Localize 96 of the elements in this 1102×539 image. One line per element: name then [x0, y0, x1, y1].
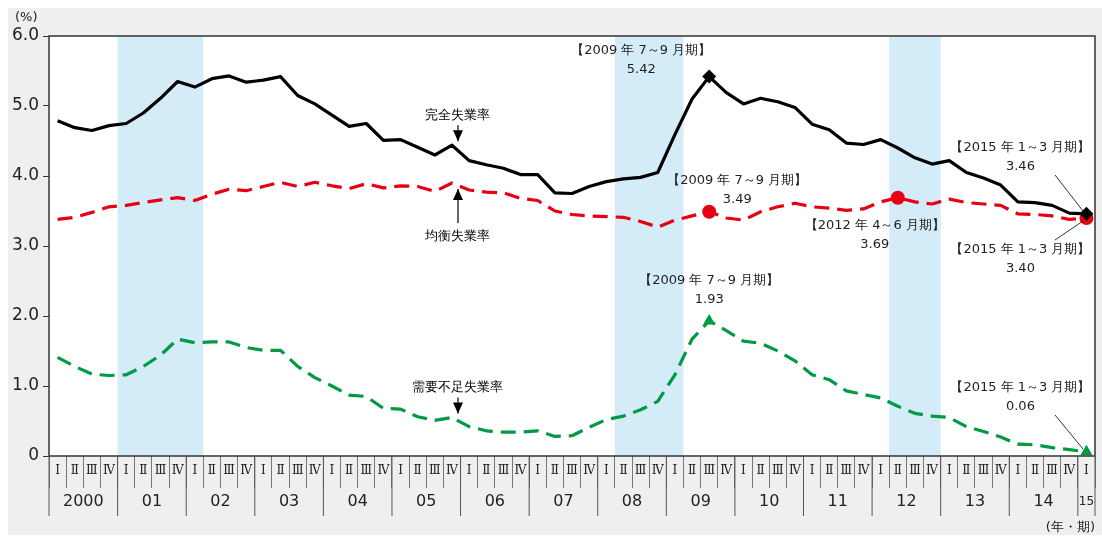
x-tick-label: Ⅱ	[687, 463, 697, 478]
x-tick-label: Ⅲ	[154, 463, 167, 478]
series-label: 需要不足失業率	[412, 378, 504, 394]
annotation: 【2015 年 1～3 月期】 3.46	[950, 139, 1091, 174]
x-tick-label: Ⅳ	[377, 463, 391, 478]
x-tick-label: Ⅱ	[276, 463, 285, 478]
y-axis-title: (%)	[15, 9, 38, 25]
text: 02	[210, 491, 231, 511]
x-tick-label: Ⅳ	[788, 463, 802, 478]
y-tick-label: 4.0	[11, 164, 40, 185]
x-tick-label: Ⅳ	[994, 463, 1008, 478]
x-tick-label: Ⅰ	[878, 463, 884, 478]
x-tick-label: Ⅰ	[466, 463, 472, 478]
x-tick-label: Ⅱ	[619, 463, 628, 478]
text: 05	[416, 491, 437, 511]
x-tick-label: Ⅱ	[482, 463, 491, 478]
x-tick-label: Ⅰ	[192, 463, 198, 478]
x-tick-label: Ⅲ	[566, 463, 578, 478]
annotation: 【2009 年 7～9 月期】 1.93	[639, 272, 780, 307]
text: 06	[484, 491, 506, 511]
x-tick-label: Ⅰ	[946, 463, 952, 478]
x-tick-label: Ⅳ	[857, 463, 871, 478]
text: 15	[1078, 494, 1095, 509]
x-tick-label: Ⅳ	[720, 463, 734, 478]
text: 完全失業率	[425, 106, 491, 122]
x-tick-label: Ⅰ	[809, 463, 815, 478]
y-tick-label: 6.0	[11, 24, 40, 45]
annotation: 【2012 年 4～6 月期】 3.69	[804, 217, 945, 252]
x-tick-label: Ⅰ	[261, 463, 266, 478]
x-tick-label: Ⅳ	[514, 463, 528, 478]
x-tick-label: Ⅲ	[840, 463, 853, 478]
x-tick-label: Ⅰ	[741, 463, 747, 478]
x-tick-label: Ⅳ	[651, 463, 665, 478]
text: 07	[553, 491, 574, 511]
x-tick-label: Ⅲ	[977, 463, 990, 478]
x-tick-label: Ⅳ	[171, 463, 185, 478]
x-tick-label: Ⅱ	[962, 463, 971, 478]
x-tick-label: Ⅰ	[1084, 463, 1090, 478]
x-tick-label: Ⅰ	[672, 463, 678, 478]
x-tick-label: Ⅰ	[123, 463, 129, 478]
y-tick-label: 5.0	[11, 94, 40, 115]
text: 10	[759, 491, 780, 511]
text: 2000	[62, 491, 104, 511]
y-tick-label: 0	[28, 444, 40, 465]
x-tick-label: Ⅰ	[1015, 463, 1021, 478]
x-tick-label: Ⅰ	[603, 463, 609, 478]
x-tick-label: Ⅲ	[909, 463, 921, 478]
x-tick-label: Ⅱ	[1030, 463, 1040, 478]
annotation: 【2009 年 7～9 月期】 3.49	[667, 172, 808, 207]
x-tick-label: Ⅱ	[345, 463, 354, 478]
y-tick-label: 3.0	[11, 234, 40, 255]
x-tick-label: Ⅰ	[329, 463, 335, 478]
x-tick-label: Ⅱ	[550, 463, 559, 478]
text: 13	[964, 491, 986, 511]
annotation: 【2015 年 1～3 月期】 3.40	[950, 241, 1091, 276]
x-tick-label: Ⅱ	[825, 463, 834, 478]
annotation: 【2015 年 1～3 月期】 0.06	[950, 379, 1091, 414]
text: 14	[1033, 491, 1054, 511]
x-tick-label: Ⅲ	[86, 463, 98, 478]
x-tick-label: Ⅳ	[308, 463, 322, 478]
x-tick-label: Ⅱ	[756, 463, 765, 478]
x-tick-label: Ⅳ	[583, 463, 597, 478]
text: 08	[621, 491, 643, 511]
x-tick-label: Ⅲ	[634, 463, 647, 478]
x-tick-label: Ⅰ	[55, 463, 61, 478]
x-tick-label: Ⅱ	[207, 463, 217, 478]
text: 11	[827, 491, 848, 511]
y-tick-label: 1.0	[11, 374, 40, 395]
x-tick-label: Ⅲ	[1046, 463, 1058, 478]
x-tick-label: Ⅱ	[70, 463, 79, 478]
x-tick-label: Ⅲ	[497, 463, 510, 478]
x-tick-label: Ⅲ	[771, 463, 784, 478]
x-tick-label: Ⅲ	[703, 463, 715, 478]
annotation: 【2009 年 7～9 月期】 5.42	[571, 41, 712, 76]
text: 04	[347, 491, 368, 511]
x-tick-label: Ⅳ	[240, 463, 254, 478]
x-tick-label: Ⅱ	[413, 463, 422, 478]
y-tick-label: 2.0	[11, 304, 40, 325]
text: 01	[141, 491, 163, 511]
x-tick-label: Ⅳ	[103, 463, 117, 478]
text: 12	[896, 491, 917, 511]
x-tick-label: Ⅲ	[429, 463, 441, 478]
text: 均衡失業率	[424, 228, 491, 244]
x-tick-label: Ⅱ	[893, 463, 902, 478]
x-tick-label: Ⅰ	[535, 463, 541, 478]
x-axis-title: (年・期)	[1045, 518, 1095, 534]
x-tick-label: Ⅳ	[445, 463, 459, 478]
x-tick-label: Ⅱ	[139, 463, 148, 478]
x-tick-label: Ⅲ	[223, 463, 235, 478]
x-tick-label: Ⅲ	[291, 463, 304, 478]
text: 03	[278, 491, 300, 511]
x-tick-label: Ⅳ	[1063, 463, 1077, 478]
x-tick-label: Ⅰ	[398, 463, 404, 478]
x-tick-label: Ⅳ	[926, 463, 940, 478]
text: 09	[690, 491, 711, 511]
x-tick-label: Ⅲ	[360, 463, 373, 478]
